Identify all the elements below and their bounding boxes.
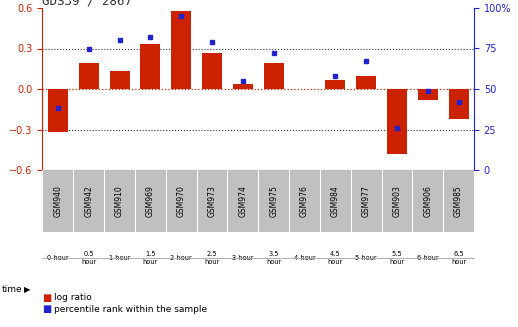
Text: GSM910: GSM910: [115, 185, 124, 217]
Text: 0.5
hour: 0.5 hour: [81, 251, 96, 265]
Text: GSM906: GSM906: [423, 185, 432, 217]
Text: percentile rank within the sample: percentile rank within the sample: [54, 304, 208, 314]
Text: GSM985: GSM985: [454, 185, 463, 217]
Text: ■: ■: [42, 304, 52, 314]
Text: GSM977: GSM977: [362, 185, 370, 217]
Text: ▶: ▶: [24, 285, 31, 294]
Text: 1 hour: 1 hour: [109, 255, 131, 261]
Bar: [171, 11, 191, 89]
Text: 3.5
hour: 3.5 hour: [266, 251, 281, 265]
Text: 4 hour: 4 hour: [294, 255, 315, 261]
Text: GDS39 / 2867: GDS39 / 2867: [42, 0, 133, 8]
Text: GSM942: GSM942: [84, 185, 93, 217]
Text: time: time: [2, 285, 22, 294]
Bar: [387, 89, 407, 154]
Text: GSM940: GSM940: [53, 185, 62, 217]
Text: 5 hour: 5 hour: [355, 255, 377, 261]
Text: 1.5
hour: 1.5 hour: [143, 251, 158, 265]
Text: 6.5
hour: 6.5 hour: [451, 251, 466, 265]
Text: GSM969: GSM969: [146, 185, 155, 217]
Bar: [325, 79, 346, 89]
Bar: [79, 63, 99, 89]
Text: 4.5
hour: 4.5 hour: [328, 251, 343, 265]
Text: GSM974: GSM974: [238, 185, 247, 217]
Bar: [140, 44, 161, 89]
Text: 0 hour: 0 hour: [47, 255, 69, 261]
Text: log ratio: log ratio: [54, 293, 92, 302]
Text: 2 hour: 2 hour: [170, 255, 192, 261]
Text: ■: ■: [42, 293, 52, 302]
Text: GSM973: GSM973: [208, 185, 217, 217]
Text: 2.5
hour: 2.5 hour: [205, 251, 220, 265]
Bar: [449, 89, 469, 119]
Text: GSM903: GSM903: [393, 185, 401, 217]
Bar: [233, 84, 253, 89]
Bar: [202, 53, 222, 89]
Bar: [356, 76, 376, 89]
Text: 5.5
hour: 5.5 hour: [390, 251, 405, 265]
Text: GSM970: GSM970: [177, 185, 185, 217]
Bar: [418, 89, 438, 100]
Bar: [109, 72, 130, 89]
Text: GSM975: GSM975: [269, 185, 278, 217]
Bar: [48, 89, 68, 132]
Text: 6 hour: 6 hour: [417, 255, 439, 261]
Bar: [264, 63, 284, 89]
Text: 3 hour: 3 hour: [232, 255, 254, 261]
Text: GSM984: GSM984: [331, 185, 340, 217]
Text: GSM976: GSM976: [300, 185, 309, 217]
